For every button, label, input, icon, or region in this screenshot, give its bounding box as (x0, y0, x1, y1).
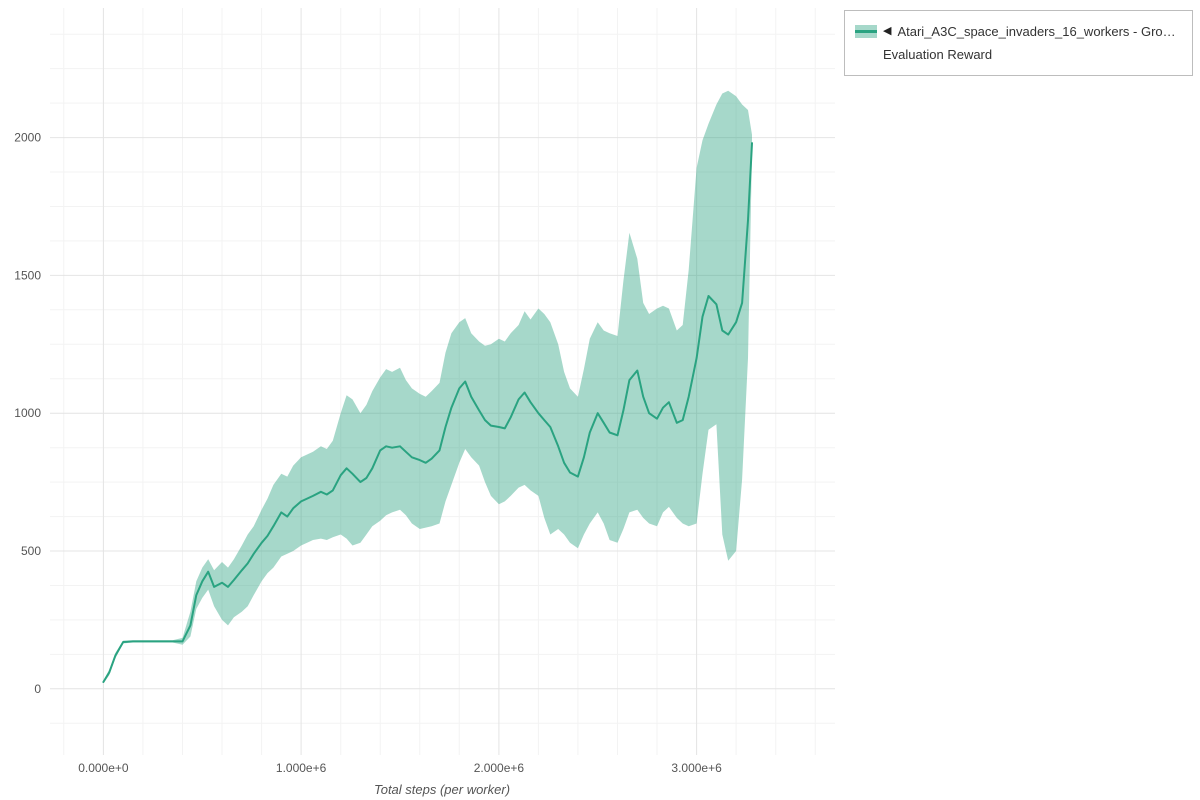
legend-marker-icon: ◀ (883, 25, 892, 37)
x-tick-label: 2.000e+6 (474, 761, 525, 775)
y-tick-label: 0 (34, 682, 41, 696)
confidence-band (103, 90, 752, 684)
y-tick-label: 1500 (14, 268, 41, 282)
x-axis-title: Total steps (per worker) (373, 782, 511, 797)
mean-line (102, 142, 753, 683)
y-tick-label: 500 (21, 544, 41, 558)
legend-box: ◀ Atari_A3C_space_invaders_16_workers - … (844, 10, 1193, 76)
legend-series-row: ◀ Atari_A3C_space_invaders_16_workers - … (855, 20, 1182, 43)
series-color-swatch (855, 25, 877, 38)
x-tick-label: 1.000e+6 (276, 761, 327, 775)
x-tick-label: 3.000e+6 (671, 761, 722, 775)
y-tick-label: 1000 (14, 406, 41, 420)
legend-metric-row: Evaluation Reward (855, 43, 1182, 66)
x-tick-label: 0.000e+0 (78, 761, 129, 775)
series-line-sample (855, 30, 877, 33)
legend-metric-name: Evaluation Reward (883, 47, 993, 62)
legend-series-name: Atari_A3C_space_invaders_16_workers - Gr… (897, 24, 1182, 39)
y-tick-label: 2000 (14, 131, 41, 145)
